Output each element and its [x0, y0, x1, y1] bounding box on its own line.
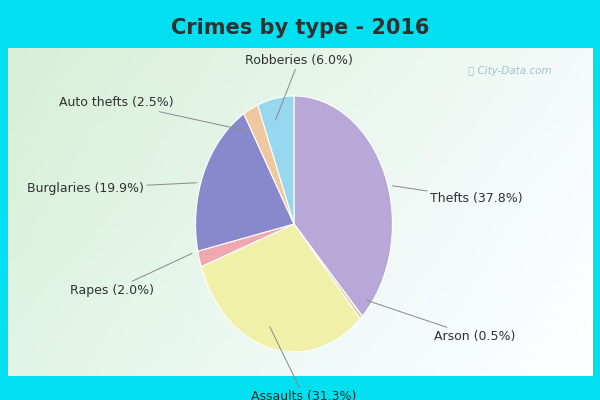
Text: Thefts (37.8%): Thefts (37.8%) — [392, 186, 523, 205]
Wedge shape — [244, 105, 294, 224]
Text: Auto thefts (2.5%): Auto thefts (2.5%) — [59, 96, 246, 130]
Text: Robberies (6.0%): Robberies (6.0%) — [245, 54, 353, 120]
Wedge shape — [198, 224, 294, 267]
Wedge shape — [201, 224, 360, 352]
Wedge shape — [294, 224, 362, 319]
Text: Arson (0.5%): Arson (0.5%) — [367, 300, 515, 343]
Text: Crimes by type - 2016: Crimes by type - 2016 — [171, 18, 429, 38]
Text: ⓘ City-Data.com: ⓘ City-Data.com — [468, 66, 551, 76]
Text: Assaults (31.3%): Assaults (31.3%) — [251, 327, 356, 400]
Wedge shape — [294, 96, 392, 316]
Text: Burglaries (19.9%): Burglaries (19.9%) — [28, 182, 196, 195]
Wedge shape — [196, 114, 294, 251]
Text: Rapes (2.0%): Rapes (2.0%) — [70, 253, 192, 297]
Wedge shape — [258, 96, 294, 224]
